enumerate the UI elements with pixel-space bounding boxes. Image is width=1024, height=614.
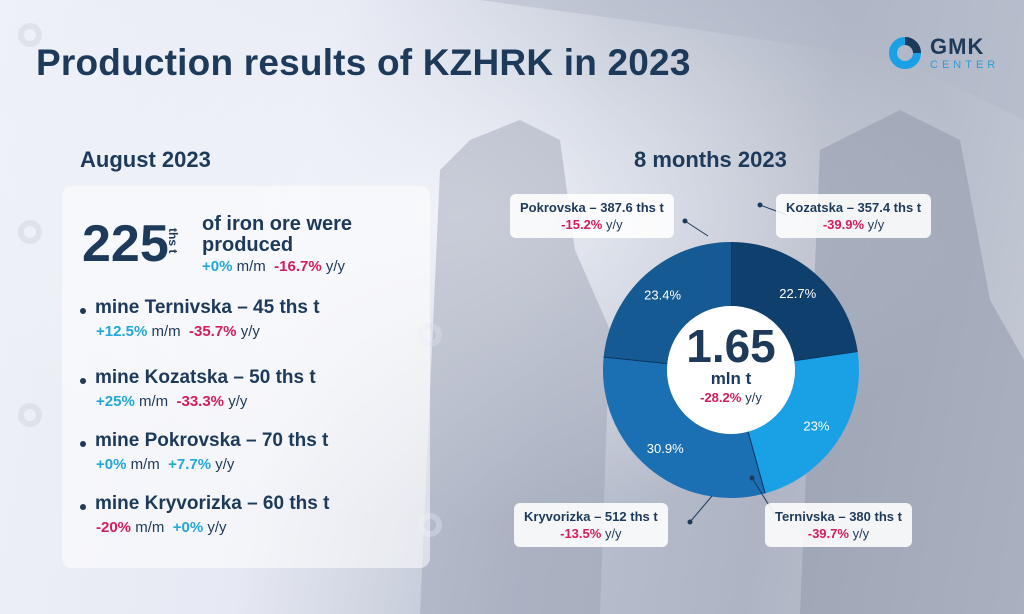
total-mm-label: m/m bbox=[236, 258, 266, 275]
mine-mm-label: m/m bbox=[130, 456, 160, 473]
mine-item: mine Kozatska – 50 ths t +25% m/m -33.3% … bbox=[80, 367, 316, 410]
mine-yy-label: y/y bbox=[207, 519, 227, 536]
callout-name: Pokrovska – 387.6 ths t bbox=[520, 200, 664, 215]
gmk-logo: GMK CENTER bbox=[888, 36, 999, 71]
left-heading: August 2023 bbox=[80, 147, 211, 172]
mine-yy: -33.3% bbox=[176, 393, 225, 410]
donut-slice-kryvorizka bbox=[603, 357, 766, 498]
mine-yy-label: y/y bbox=[240, 323, 260, 340]
mine-mm: +25% bbox=[96, 393, 135, 410]
mine-name-row: mine Kozatska – 50 ths t bbox=[80, 367, 316, 389]
leader-line bbox=[684, 220, 709, 237]
logo-ring-icon bbox=[889, 37, 921, 69]
mine-name: mine Ternivska – 45 ths t bbox=[95, 297, 320, 318]
callout-change-line: -13.5% y/y bbox=[524, 526, 658, 541]
callout-change: -39.7% bbox=[807, 526, 849, 541]
mine-yy: +7.7% bbox=[168, 456, 212, 473]
callout-change-label: y/y bbox=[604, 526, 622, 541]
total-desc-text: of iron ore were produced bbox=[202, 213, 353, 256]
bullet-icon bbox=[80, 504, 86, 510]
mine-change: +25% m/m -33.3% y/y bbox=[96, 393, 316, 410]
leader-dot bbox=[682, 218, 688, 224]
callout-change-line: -15.2% y/y bbox=[520, 217, 664, 232]
mine-yy: +0% bbox=[172, 519, 204, 536]
slice-label: 23% bbox=[803, 419, 829, 434]
callout-change: -13.5% bbox=[560, 526, 602, 541]
mine-item: mine Ternivska – 45 ths t +12.5% m/m -35.… bbox=[80, 297, 320, 340]
callout-pokrovska: Pokrovska – 387.6 ths t -15.2% y/y bbox=[510, 194, 674, 238]
bullet-icon bbox=[80, 378, 86, 384]
bullet-icon bbox=[80, 308, 86, 314]
donut-slice-kozatska bbox=[731, 242, 858, 361]
total-desc: of iron ore were produced +0% m/m -16.7%… bbox=[202, 214, 392, 277]
mine-change: -20% m/m +0% y/y bbox=[96, 519, 329, 536]
mine-change: +12.5% m/m -35.7% y/y bbox=[96, 323, 320, 340]
mine-mm: -20% bbox=[96, 519, 132, 536]
callout-kryvorizka: Kryvorizka – 512 ths t -13.5% y/y bbox=[514, 503, 668, 547]
mine-name-row: mine Ternivska – 45 ths t bbox=[80, 297, 320, 319]
logo-sub-text: CENTER bbox=[930, 59, 1000, 71]
slice-divider bbox=[747, 431, 766, 494]
mine-name-row: mine Pokrovska – 70 ths t bbox=[80, 430, 328, 452]
leader-dot bbox=[757, 202, 763, 208]
leader-line bbox=[689, 495, 713, 523]
callout-change-line: -39.7% y/y bbox=[775, 526, 902, 541]
left-panel bbox=[62, 186, 430, 568]
leader-dot bbox=[687, 519, 693, 525]
mine-name: mine Kryvorizka – 60 ths t bbox=[95, 493, 330, 514]
total-yy-label: y/y bbox=[325, 258, 346, 275]
mine-mm-label: m/m bbox=[151, 323, 181, 340]
donut-center bbox=[667, 306, 795, 434]
callout-change-label: y/y bbox=[606, 217, 623, 232]
callout-ternivska: Ternivska – 380 ths t -39.7% y/y bbox=[765, 503, 912, 547]
center-change: -28.2% bbox=[700, 390, 742, 405]
slice-divider bbox=[794, 351, 858, 362]
mine-mm: +0% bbox=[96, 456, 127, 473]
mine-name: mine Kozatska – 50 ths t bbox=[95, 367, 316, 388]
mine-name: mine Pokrovska – 70 ths t bbox=[95, 430, 329, 451]
slice-label: 23.4% bbox=[644, 287, 681, 302]
mine-mm-label: m/m bbox=[135, 519, 165, 536]
mine-yy: -35.7% bbox=[188, 323, 237, 340]
total-mm: +0% bbox=[202, 258, 233, 275]
callout-change: -39.9% bbox=[822, 217, 865, 232]
center-change-label: y/y bbox=[745, 390, 762, 405]
page-title: Production results of KZHRK in 2023 bbox=[36, 42, 691, 83]
right-heading: 8 months 2023 bbox=[634, 147, 787, 172]
total-value: 225 bbox=[82, 215, 169, 273]
slice-label: 30.9% bbox=[647, 441, 684, 456]
donut-slice-ternivska bbox=[748, 351, 860, 494]
total-yy: -16.7% bbox=[274, 258, 322, 275]
center-total: 1.65 bbox=[686, 320, 776, 372]
leader-dot bbox=[749, 475, 755, 481]
total-change: +0% m/m -16.7% y/y bbox=[202, 256, 392, 277]
mine-mm-label: m/m bbox=[138, 393, 169, 410]
callout-name: Kozatska – 357.4 ths t bbox=[786, 200, 922, 215]
slice-label: 22.7% bbox=[779, 286, 816, 301]
callout-change: -15.2% bbox=[561, 217, 603, 232]
donut-slice-pokrovska bbox=[603, 242, 731, 364]
callout-kozatska: Kozatska – 357.4 ths t -39.9% y/y bbox=[776, 194, 932, 238]
center-change-line: -28.2% y/y bbox=[700, 390, 762, 405]
callout-name: Kryvorizka – 512 ths t bbox=[524, 509, 658, 524]
mine-yy-label: y/y bbox=[228, 393, 248, 410]
callout-name: Ternivska – 380 ths t bbox=[775, 509, 902, 524]
mine-mm: +12.5% bbox=[96, 323, 148, 340]
callout-change-label: y/y bbox=[867, 217, 885, 232]
mine-name-row: mine Kryvorizka – 60 ths t bbox=[80, 493, 329, 515]
slice-divider bbox=[603, 356, 668, 365]
mine-item: mine Kryvorizka – 60 ths t -20% m/m +0% y… bbox=[80, 493, 329, 536]
mine-yy-label: y/y bbox=[215, 456, 235, 473]
logo-main-text: GMK bbox=[930, 34, 985, 59]
callout-change-label: y/y bbox=[852, 526, 870, 541]
center-unit: mln t bbox=[711, 369, 752, 388]
mine-item: mine Pokrovska – 70 ths t +0% m/m +7.7% y… bbox=[80, 430, 328, 473]
callout-change-line: -39.9% y/y bbox=[786, 217, 921, 232]
bullet-icon bbox=[80, 441, 86, 447]
mine-change: +0% m/m +7.7% y/y bbox=[96, 456, 328, 473]
